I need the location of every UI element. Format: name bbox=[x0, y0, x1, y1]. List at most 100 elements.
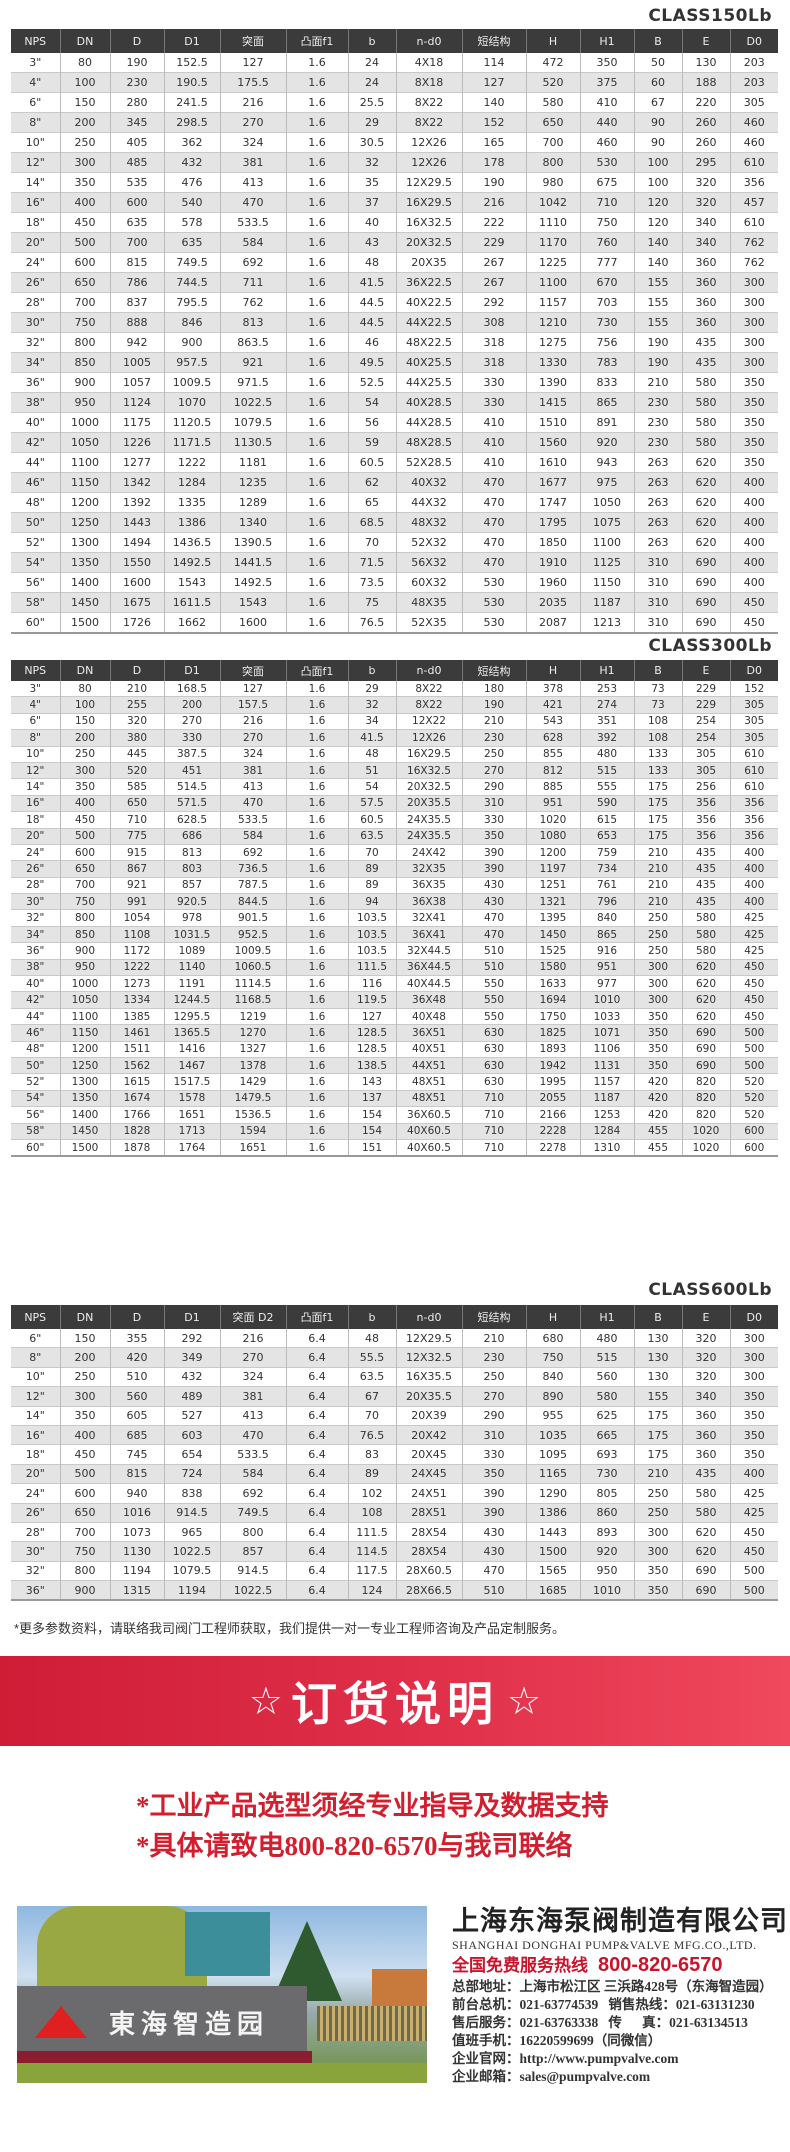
table-cell: 1500 bbox=[59, 1139, 110, 1157]
table-cell: 530 bbox=[579, 152, 634, 173]
table-cell: 690 bbox=[681, 552, 730, 573]
table-cell: 1.6 bbox=[285, 252, 348, 273]
class600-spec-table: NPS DN D D1 突面 D2 凸面f1 b n-d0 短结构 H H1 B E D0 6" 150 355… bbox=[11, 1305, 778, 1601]
table-cell: 108 bbox=[633, 713, 682, 730]
table-cell: 710 bbox=[579, 192, 634, 213]
table-cell: 230 bbox=[461, 1347, 526, 1368]
table-cell: 32X35 bbox=[395, 860, 462, 878]
table-cell: 515 bbox=[579, 762, 634, 779]
table-cell: 267 bbox=[461, 272, 526, 293]
table-cell: 8X22 bbox=[395, 112, 462, 133]
table-cell: 690 bbox=[681, 1580, 730, 1601]
table-cell: 1251 bbox=[525, 877, 580, 894]
table-cell: 89 bbox=[347, 860, 396, 878]
table-cell: 155 bbox=[633, 292, 682, 313]
table-cell: 1079.5 bbox=[163, 1561, 220, 1581]
table-cell: 430 bbox=[461, 1522, 526, 1542]
table-cell: 435 bbox=[681, 893, 730, 910]
table-cell: 1662 bbox=[163, 612, 220, 633]
table-cell: 41.5 bbox=[347, 729, 396, 747]
table-row: 16" 400 600 540 470 1.6 37 16X29.5 216 1042 710 120… bbox=[11, 192, 778, 213]
table-cell: 1436.5 bbox=[163, 532, 220, 553]
table-cell: 58" bbox=[11, 1123, 60, 1140]
table-cell: 400 bbox=[59, 192, 110, 213]
table-cell: 38" bbox=[11, 959, 60, 976]
table-row: 14" 350 535 476 413 1.6 35 12X29.5 190 980 675 100 3… bbox=[11, 172, 778, 193]
table-cell: 450 bbox=[59, 1444, 110, 1465]
table-cell: 420 bbox=[633, 1090, 682, 1107]
table-cell: 413 bbox=[219, 1406, 286, 1426]
table-cell: 630 bbox=[461, 1024, 526, 1042]
table-cell: 470 bbox=[461, 472, 526, 493]
table-cell: 978 bbox=[163, 909, 220, 927]
table-cell: 450 bbox=[729, 959, 778, 976]
table-cell: 360 bbox=[681, 272, 730, 293]
table-cell: 1.6 bbox=[285, 1139, 348, 1157]
table-cell: 80 bbox=[59, 681, 110, 697]
table-cell: 950 bbox=[59, 959, 110, 976]
table-cell: 1386 bbox=[163, 512, 220, 533]
table-row: 4" 100 255 200 157.5 1.6 32 8X22 190 421 274 73 229 3… bbox=[11, 696, 778, 714]
table-cell: 300 bbox=[633, 975, 682, 992]
table-row: 18" 450 745 654 533.5 6.4 83 20X45 330 1095 693 175… bbox=[11, 1444, 778, 1465]
table-cell: 1450 bbox=[525, 926, 580, 943]
table-cell: 8X22 bbox=[395, 92, 462, 113]
company-website[interactable]: 企业官网：http://www.pumpvalve.com bbox=[452, 2051, 679, 2066]
table-cell: 94 bbox=[347, 893, 396, 910]
table-cell: 730 bbox=[579, 1464, 634, 1484]
table-row: 24" 600 940 838 692 6.4 102 24X51 390 1290 805 250 5… bbox=[11, 1483, 778, 1504]
table-cell: 40X28.5 bbox=[395, 392, 462, 413]
table-cell: 1250 bbox=[59, 1057, 110, 1074]
table-cell: 620 bbox=[681, 1541, 730, 1562]
table-cell: 89 bbox=[347, 1464, 396, 1484]
table-cell: 1150 bbox=[59, 1024, 110, 1042]
table-cell: 1284 bbox=[579, 1123, 634, 1140]
table-cell: 580 bbox=[681, 372, 730, 393]
table-cell: 1253 bbox=[579, 1106, 634, 1124]
company-email[interactable]: 企业邮箱：sales@pumpvalve.com bbox=[452, 2069, 651, 2084]
header-row: NPS DN D D1 突面 D2 凸面f1 b n-d0 短结构 H H1 B E D0 bbox=[11, 1305, 778, 1329]
table-cell: 590 bbox=[579, 795, 634, 812]
table-cell: 6.4 bbox=[285, 1464, 348, 1484]
table-cell: 520 bbox=[729, 1090, 778, 1107]
table-cell: 420 bbox=[633, 1073, 682, 1091]
table-cell: 36X51 bbox=[395, 1024, 462, 1042]
table-cell: 14" bbox=[25, 176, 45, 189]
table-row: 8" 200 420 349 270 6.4 55.5 12X32.5 230 750 515 130… bbox=[11, 1347, 778, 1368]
table-cell: 250 bbox=[59, 132, 110, 153]
table-cell: 650 bbox=[59, 272, 110, 293]
table-cell: 1429 bbox=[219, 1073, 286, 1091]
table-cell: 1511 bbox=[109, 1041, 164, 1058]
table-cell: 48" bbox=[26, 1043, 45, 1056]
table-cell: 815 bbox=[109, 252, 164, 273]
table-cell: 630 bbox=[461, 1041, 526, 1058]
table-cell: 20" bbox=[11, 232, 60, 253]
table-cell: 1175 bbox=[109, 412, 164, 433]
table-cell: 1.6 bbox=[285, 412, 348, 433]
table-cell: 220 bbox=[681, 92, 730, 113]
table-cell: 580 bbox=[681, 909, 730, 927]
table-cell: 49.5 bbox=[347, 352, 396, 373]
table-row: 46" 1150 1461 1365.5 1270 1.6 128.5 36X51 630 182… bbox=[11, 1024, 778, 1042]
table-cell: 381 bbox=[219, 1386, 286, 1407]
table-row: 14" 350 585 514.5 413 1.6 54 20X32.5 290 885 555 17… bbox=[11, 778, 778, 796]
table-row: 4" 100 230 190.5 175.5 1.6 24 8X18 127 520 375 60 18… bbox=[11, 72, 778, 93]
table-cell: 975 bbox=[579, 472, 634, 493]
table-cell: 1525 bbox=[525, 942, 580, 960]
table-cell: 34" bbox=[11, 352, 60, 373]
column-header: NPS bbox=[11, 660, 60, 681]
table-cell: 430 bbox=[461, 893, 526, 910]
table-cell: 1.6 bbox=[285, 532, 348, 553]
table-cell: 472 bbox=[525, 53, 580, 73]
table-cell: 350 bbox=[461, 1464, 526, 1484]
table-cell: 6.4 bbox=[285, 1503, 348, 1523]
table-cell: 24" bbox=[26, 846, 45, 859]
table-cell: 500 bbox=[729, 1057, 778, 1074]
table-cell: 803 bbox=[163, 860, 220, 878]
table-cell: 692 bbox=[219, 844, 286, 861]
table-cell: 550 bbox=[461, 991, 526, 1009]
table-cell: 470 bbox=[219, 192, 286, 213]
table-cell: 400 bbox=[729, 893, 778, 910]
table-cell: 620 bbox=[681, 975, 730, 992]
table-cell: 1479.5 bbox=[219, 1090, 286, 1107]
